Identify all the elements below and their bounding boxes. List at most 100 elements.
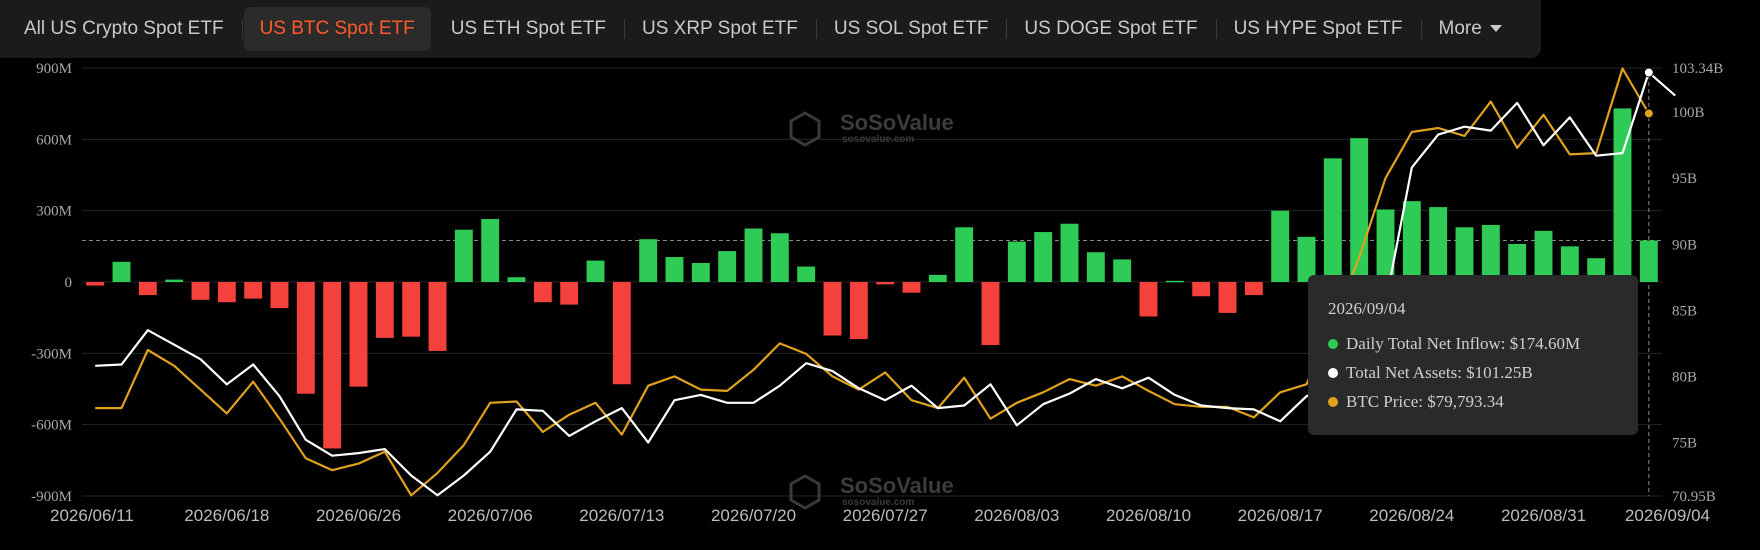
y-left-tick-label: 300M — [36, 204, 72, 220]
inflow-bar — [296, 282, 315, 394]
tooltip-date: 2026/09/04 — [1328, 299, 1406, 318]
x-tick-label: 2026/07/13 — [579, 506, 664, 525]
inflow-bar — [1481, 224, 1500, 282]
tooltip-assets-value: $101.25B — [1466, 362, 1533, 382]
inflow-bar — [718, 251, 737, 282]
inflow-bar — [1113, 259, 1132, 282]
inflow-bar — [217, 282, 236, 303]
tooltip-row-btc-price: BTC Price: $79,793.34 — [1328, 387, 1618, 416]
inflow-bar — [691, 262, 710, 282]
tooltip-row-net-assets: Total Net Assets: $101.25B — [1328, 358, 1618, 387]
inflow-bar — [454, 229, 473, 282]
x-tick-label: 2026/06/26 — [316, 506, 401, 525]
inflow-legend-dot — [1328, 338, 1338, 349]
inflow-bar — [323, 282, 342, 449]
total-net-assets-line — [95, 71, 1676, 497]
tab-us-sol-spot-etf[interactable]: US SOL Spot ETF — [818, 7, 1007, 51]
chevron-down-icon — [1489, 25, 1502, 32]
inflow-bar — [823, 282, 842, 336]
x-tick-label: 2026/07/27 — [843, 506, 928, 525]
y-right-tick-label: 70.95B — [1672, 489, 1716, 505]
x-tick-label: 2026/08/10 — [1106, 506, 1191, 525]
watermark-top-brand: SoSoValue — [840, 110, 954, 135]
y-left-tick-label: -300M — [31, 346, 72, 362]
etf-tab-bar: All US Crypto Spot ETF US BTC Spot ETF U… — [0, 0, 1541, 58]
y-left-tick-label: 0 — [65, 275, 73, 291]
inflow-bar — [1218, 282, 1237, 313]
tab-all-us-crypto-spot-etf[interactable]: All US Crypto Spot ETF — [8, 7, 243, 51]
x-tick-label: 2026/07/06 — [448, 506, 533, 525]
inflow-bar — [1060, 223, 1079, 282]
inflow-bar — [165, 279, 184, 282]
x-tick-label: 2026/07/20 — [711, 506, 796, 525]
inflow-bar — [955, 227, 974, 282]
inflow-bar — [770, 233, 789, 282]
x-tick-label: 2026/08/31 — [1501, 506, 1586, 525]
inflow-bar — [1297, 236, 1316, 282]
inflow-bar — [928, 274, 947, 282]
tab-us-btc-spot-etf[interactable]: US BTC Spot ETF — [243, 7, 431, 51]
inflow-bar — [665, 257, 684, 282]
inflow-bar — [112, 261, 131, 282]
y-left-tick-label: -900M — [31, 489, 72, 505]
btc-price-marker — [1643, 108, 1654, 119]
inflow-bar — [639, 239, 658, 282]
y-right-tick-label: 75B — [1672, 435, 1697, 451]
inflow-bar — [1192, 282, 1211, 297]
y-right-tick-label: 95B — [1672, 171, 1697, 187]
inflow-bar — [902, 282, 921, 293]
inflow-bar — [138, 282, 157, 296]
inflow-bar — [1560, 246, 1579, 282]
inflow-bar — [1323, 158, 1342, 282]
inflow-bar — [191, 282, 210, 300]
inflow-bar — [797, 266, 816, 282]
y-right-tick-label: 80B — [1672, 369, 1697, 385]
net-assets-marker — [1643, 67, 1654, 78]
inflow-bar — [1455, 227, 1474, 282]
inflow-bar — [244, 282, 263, 299]
inflow-bar — [849, 282, 868, 340]
watermark-bottom-brand: SoSoValue — [840, 473, 954, 498]
inflow-bar — [1271, 210, 1290, 282]
x-tick-label: 2026/08/03 — [974, 506, 1059, 525]
assets-legend-dot — [1328, 367, 1338, 378]
inflow-bar — [481, 218, 500, 282]
inflow-bar — [1165, 280, 1184, 283]
tab-us-xrp-spot-etf[interactable]: US XRP Spot ETF — [626, 7, 817, 51]
inflow-bar — [1086, 252, 1105, 282]
tooltip-price-label: BTC Price: — [1346, 391, 1423, 411]
inflow-bar — [586, 260, 605, 282]
tab-us-eth-spot-etf[interactable]: US ETH Spot ETF — [435, 7, 626, 51]
y-right-tick-label: 103.34B — [1672, 61, 1723, 77]
y-left-tick-label: 600M — [36, 132, 72, 148]
tooltip-inflow-label: Daily Total Net Inflow: — [1346, 333, 1506, 353]
more-dropdown[interactable]: More — [1423, 7, 1518, 51]
inflow-bar — [876, 282, 895, 285]
more-label: More — [1438, 18, 1482, 39]
inflow-bar — [1244, 282, 1263, 296]
y-right-tick-label: 90B — [1672, 237, 1697, 253]
inflow-bar — [533, 282, 552, 303]
inflow-bar — [1429, 207, 1448, 282]
inflow-bar — [349, 282, 368, 387]
inflow-bar — [1402, 201, 1421, 282]
inflow-bar — [270, 282, 289, 309]
tooltip-inflow-value: $174.60M — [1509, 333, 1581, 353]
y-right-tick-label: 100B — [1672, 105, 1705, 121]
inflow-bar — [1139, 282, 1158, 317]
inflow-bar — [981, 282, 1000, 346]
inflow-bar — [1534, 230, 1553, 282]
y-left-tick-label: 900M — [36, 61, 72, 77]
price-legend-dot — [1328, 396, 1338, 407]
inflow-bar — [428, 282, 447, 351]
inflow-bar — [1007, 241, 1026, 282]
x-tick-label: 2026/09/04 — [1625, 506, 1710, 525]
inflow-bar — [1034, 232, 1053, 282]
tooltip-price-value: $79,793.34 — [1427, 391, 1504, 411]
tab-us-doge-spot-etf[interactable]: US DOGE Spot ETF — [1008, 7, 1217, 51]
inflow-bar — [560, 282, 579, 305]
inflow-bar — [402, 282, 421, 337]
tab-us-hype-spot-etf[interactable]: US HYPE Spot ETF — [1218, 7, 1422, 51]
watermark-bottom-url: sosovalue.com — [842, 497, 914, 508]
